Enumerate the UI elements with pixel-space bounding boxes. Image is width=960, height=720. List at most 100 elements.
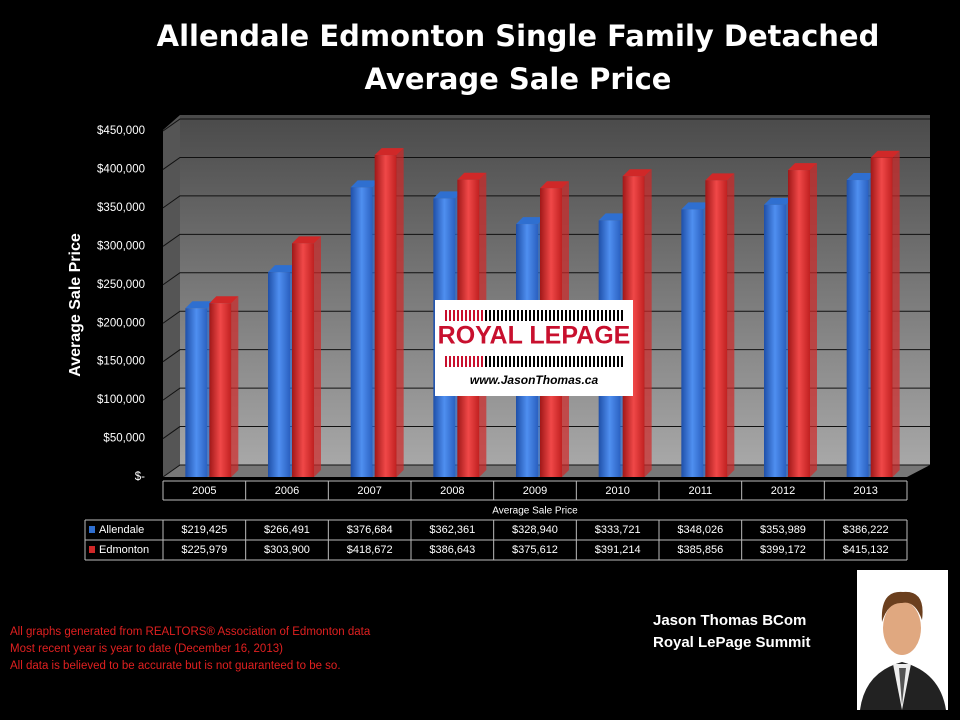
chart-title: Allendale Edmonton Single Family Detache… (157, 19, 880, 53)
logo-stripe (505, 310, 507, 321)
logo-stripe (449, 356, 451, 367)
x-tick-label: 2008 (440, 485, 464, 497)
logo-stripe (617, 310, 619, 321)
table-value: $399,172 (760, 544, 806, 556)
logo-stripe (497, 356, 499, 367)
bar-top (788, 163, 817, 171)
logo-stripe (557, 356, 559, 367)
bar (185, 308, 208, 477)
bar (705, 180, 728, 477)
logo-stripe (613, 356, 615, 367)
table-value: $328,940 (512, 524, 558, 536)
bar-top (598, 213, 628, 221)
bar-side (892, 150, 900, 477)
logo-stripe (501, 356, 503, 367)
logo-stripe (465, 310, 467, 321)
photo (857, 570, 948, 710)
logo-stripe (485, 356, 487, 367)
table-value: $375,612 (512, 544, 558, 556)
logo-stripe (549, 310, 551, 321)
bar-top (681, 202, 711, 210)
table-value: $415,132 (843, 544, 889, 556)
bar-top (374, 148, 404, 156)
grid-line (162, 156, 930, 170)
logo-stripe (477, 356, 479, 367)
logo-stripe (453, 356, 455, 367)
x-tick-label: 2007 (357, 485, 381, 497)
x-tick-label: 2013 (853, 485, 877, 497)
legend-swatch (89, 526, 95, 533)
logo-stripe (461, 356, 463, 367)
logo-stripe (613, 310, 615, 321)
side-wall (163, 115, 180, 477)
bar-side (231, 296, 239, 477)
logo-stripe (469, 356, 471, 367)
logo-stripe (457, 310, 459, 321)
logo-stripe (469, 310, 471, 321)
x-tick-label: 2005 (192, 485, 216, 497)
x-tick-label: 2012 (771, 485, 795, 497)
logo-stripe (569, 356, 571, 367)
logo-stripe (489, 356, 491, 367)
bar-top (516, 217, 545, 225)
logo-stripe (473, 356, 475, 367)
table-value: $303,900 (264, 544, 310, 556)
bar-top (209, 296, 239, 304)
bar (870, 157, 893, 477)
x-tick-label: 2006 (275, 485, 299, 497)
table-value: $225,979 (181, 544, 227, 556)
logo-stripe (517, 356, 519, 367)
logo-stripe (589, 356, 591, 367)
logo-stripe (573, 356, 575, 367)
table-value: $219,425 (181, 524, 227, 536)
logo-stripe (565, 310, 567, 321)
bar-top (764, 197, 793, 205)
table-value: $385,856 (677, 544, 723, 556)
y-axis-title: Average Sale Price (67, 233, 84, 377)
grid-line (162, 272, 930, 286)
table-value: $333,721 (595, 524, 641, 536)
logo-stripe (617, 356, 619, 367)
logo-stripe (513, 310, 515, 321)
bar (209, 303, 232, 477)
table-value: $386,222 (843, 524, 889, 536)
logo-stripe (597, 310, 599, 321)
logo-stripe (557, 310, 559, 321)
logo-stripe (581, 310, 583, 321)
logo-stripe (597, 356, 599, 367)
logo-stripe (509, 310, 511, 321)
logo-stripe (525, 310, 527, 321)
y-tick-label: $450,000 (97, 125, 145, 137)
table-value: $266,491 (264, 524, 310, 536)
bar-top (292, 236, 321, 244)
bar-top (622, 169, 652, 177)
legend-label: Edmonton (99, 544, 149, 556)
logo-stripe (453, 310, 455, 321)
logo-stripe (541, 310, 543, 321)
logo-stripe (445, 310, 447, 321)
bar (846, 180, 869, 477)
grid-line (162, 426, 930, 439)
y-tick-label: $300,000 (97, 240, 145, 252)
signature: Jason Thomas BCom (653, 612, 806, 629)
logo-stripe (457, 356, 459, 367)
logo-stripe (553, 310, 555, 321)
table-value: $362,361 (429, 524, 475, 536)
logo-stripe (525, 356, 527, 367)
logo-stripe (573, 310, 575, 321)
logo-stripe (545, 356, 547, 367)
logo-stripe (513, 356, 515, 367)
logo-stripe (521, 310, 523, 321)
logo-stripe (605, 310, 607, 321)
y-tick-label: $200,000 (97, 317, 145, 329)
logo-stripe (553, 356, 555, 367)
logo-stripe (521, 356, 523, 367)
grid-line (162, 349, 930, 363)
logo-stripe (545, 310, 547, 321)
logo-stripe (533, 310, 535, 321)
logo-stripe (493, 356, 495, 367)
bar (292, 243, 314, 477)
table-value: $348,026 (677, 524, 723, 536)
logo-url: www.JasonThomas.ca (470, 373, 599, 387)
